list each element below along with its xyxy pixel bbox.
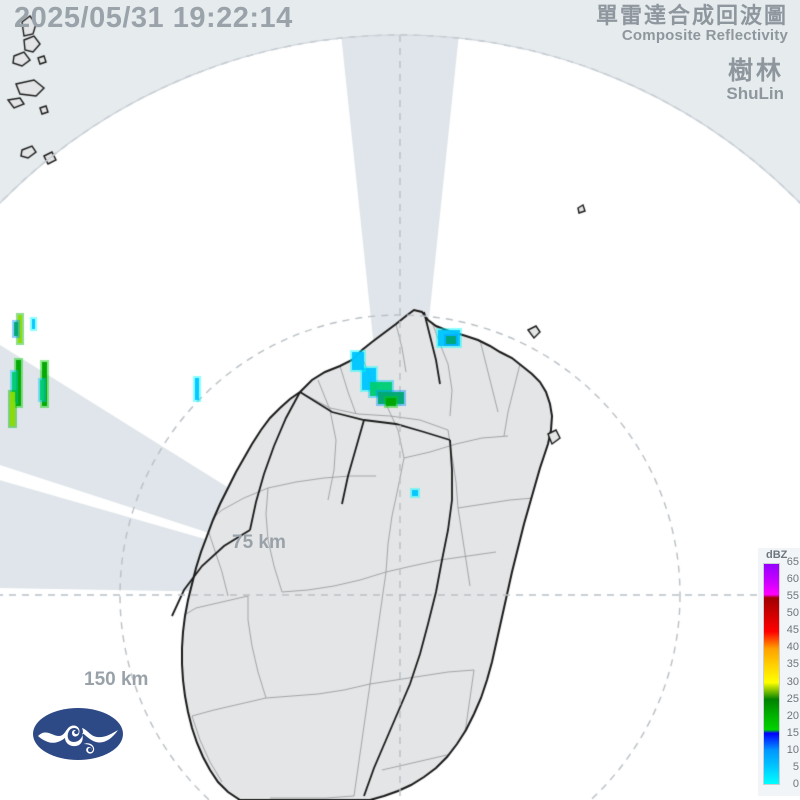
station-name-cn: 樹林 [727, 57, 784, 85]
range-ring-label-150: 150 km [84, 669, 149, 690]
legend-tick-5: 5 [792, 760, 799, 773]
legend-tick-30: 30 [786, 675, 799, 688]
station-name: 樹林 ShuLin [726, 58, 784, 103]
legend-tick-40: 40 [786, 641, 799, 654]
legend-tick-65: 65 [786, 556, 799, 568]
range-ring-label-75: 75 km [232, 532, 286, 553]
legend-tick-45: 45 [786, 624, 799, 637]
station-name-en: ShuLin [726, 84, 784, 103]
legend-tick-25: 25 [786, 692, 799, 705]
product-title-cn: 單雷達合成回波圖 [595, 3, 788, 28]
legend-title: dBZ [766, 549, 788, 561]
cwa-logo [33, 708, 123, 760]
timestamp-label: 2025/05/31 19:22:14 [14, 2, 293, 34]
legend-tick-60: 60 [786, 573, 799, 586]
product-title: 單雷達合成回波圖 Composite Reflectivity [596, 4, 788, 44]
legend-colorbar [763, 563, 780, 785]
legend-tick-55: 55 [786, 590, 799, 603]
legend-tick-50: 50 [786, 607, 799, 620]
legend-tick-labels: 65 60 55 50 45 40 35 30 25 20 15 10 5 0 [783, 556, 800, 792]
legend-tick-35: 35 [786, 658, 799, 671]
legend-tick-20: 20 [786, 709, 799, 722]
product-title-en: Composite Reflectivity [621, 26, 788, 44]
legend-tick-10: 10 [786, 743, 799, 756]
legend-tick-0: 0 [792, 778, 799, 790]
legend-tick-15: 15 [786, 726, 799, 739]
